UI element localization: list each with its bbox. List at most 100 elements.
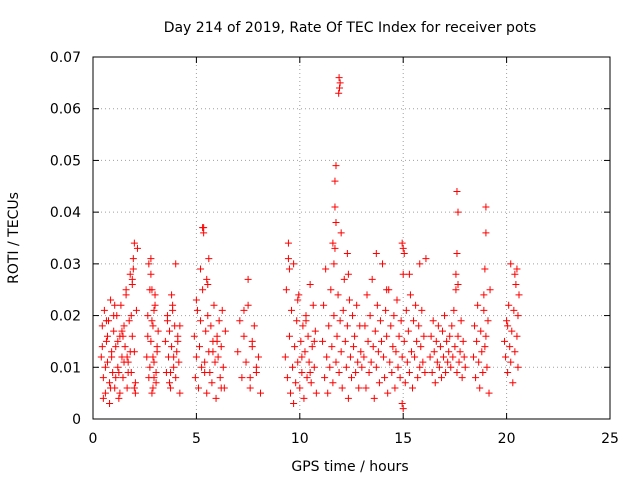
data-point (281, 353, 289, 361)
data-point (473, 337, 481, 345)
data-point (419, 358, 427, 366)
data-point (209, 348, 217, 356)
data-point (110, 327, 118, 335)
data-point (217, 343, 225, 351)
data-points (97, 74, 523, 413)
data-point (234, 348, 242, 356)
data-point (175, 358, 183, 366)
data-point (450, 306, 458, 314)
data-point (331, 244, 339, 252)
data-point (325, 322, 333, 330)
data-point (286, 389, 294, 397)
data-point (515, 291, 523, 299)
data-point (193, 306, 201, 314)
data-point (336, 79, 344, 87)
data-point (221, 327, 229, 335)
data-point (442, 368, 450, 376)
data-point (506, 343, 514, 351)
data-point (342, 363, 350, 371)
data-point (172, 260, 180, 268)
y-axis-label: ROTI / TECUs (6, 192, 22, 284)
data-point (336, 317, 344, 325)
data-point (151, 291, 159, 299)
data-point (197, 317, 205, 325)
data-point (337, 348, 345, 356)
data-point (288, 306, 296, 314)
x-tick-label: 25 (601, 431, 619, 447)
data-point (290, 399, 298, 407)
data-point (409, 384, 417, 392)
data-point (501, 337, 509, 345)
data-point (443, 337, 451, 345)
data-point (130, 384, 138, 392)
data-point (120, 358, 128, 366)
data-point (114, 363, 122, 371)
x-tick-label: 0 (89, 431, 98, 447)
data-point (513, 265, 521, 273)
data-point (401, 379, 409, 387)
data-point (329, 379, 337, 387)
data-point (143, 353, 151, 361)
data-point (219, 363, 227, 371)
data-point (410, 317, 418, 325)
grid-lines (93, 57, 610, 419)
data-point (192, 296, 200, 304)
data-point (483, 363, 491, 371)
data-point (333, 332, 341, 340)
data-point (344, 270, 352, 278)
data-point (369, 343, 377, 351)
data-point (436, 343, 444, 351)
data-point (341, 337, 349, 345)
data-point (413, 337, 421, 345)
data-point (284, 239, 292, 247)
data-point (433, 358, 441, 366)
data-point (362, 384, 370, 392)
data-point (393, 296, 401, 304)
data-point (190, 332, 198, 340)
data-point (197, 265, 205, 273)
chart-title: Day 214 of 2019, Rate Of TEC Index for r… (164, 20, 537, 36)
data-point (343, 322, 351, 330)
data-point (207, 322, 215, 330)
data-point (131, 389, 139, 397)
data-point (352, 368, 360, 376)
data-point (246, 374, 254, 382)
data-point (103, 358, 111, 366)
data-point (503, 317, 511, 325)
data-point (169, 306, 177, 314)
data-point (203, 389, 211, 397)
data-point (291, 343, 299, 351)
data-point (244, 301, 252, 309)
data-point (149, 322, 157, 330)
data-point (412, 301, 420, 309)
data-point (129, 265, 137, 273)
data-point (217, 384, 225, 392)
data-point (429, 317, 437, 325)
data-point (242, 358, 250, 366)
data-point (147, 337, 155, 345)
data-point (152, 379, 160, 387)
data-point (447, 363, 455, 371)
data-point (112, 343, 120, 351)
data-point (294, 358, 302, 366)
data-point (308, 343, 316, 351)
data-point (107, 296, 115, 304)
data-point (101, 363, 109, 371)
data-point (176, 322, 184, 330)
data-point (252, 363, 260, 371)
data-point (109, 368, 117, 376)
data-point (432, 337, 440, 345)
data-point (388, 368, 396, 376)
data-point (126, 348, 134, 356)
data-point (303, 374, 311, 382)
data-point (508, 327, 516, 335)
data-point (370, 394, 378, 402)
data-point (396, 374, 404, 382)
data-point (509, 379, 517, 387)
data-point (372, 250, 380, 258)
data-point (304, 332, 312, 340)
data-point (214, 353, 222, 361)
data-point (365, 368, 373, 376)
data-point (100, 306, 108, 314)
